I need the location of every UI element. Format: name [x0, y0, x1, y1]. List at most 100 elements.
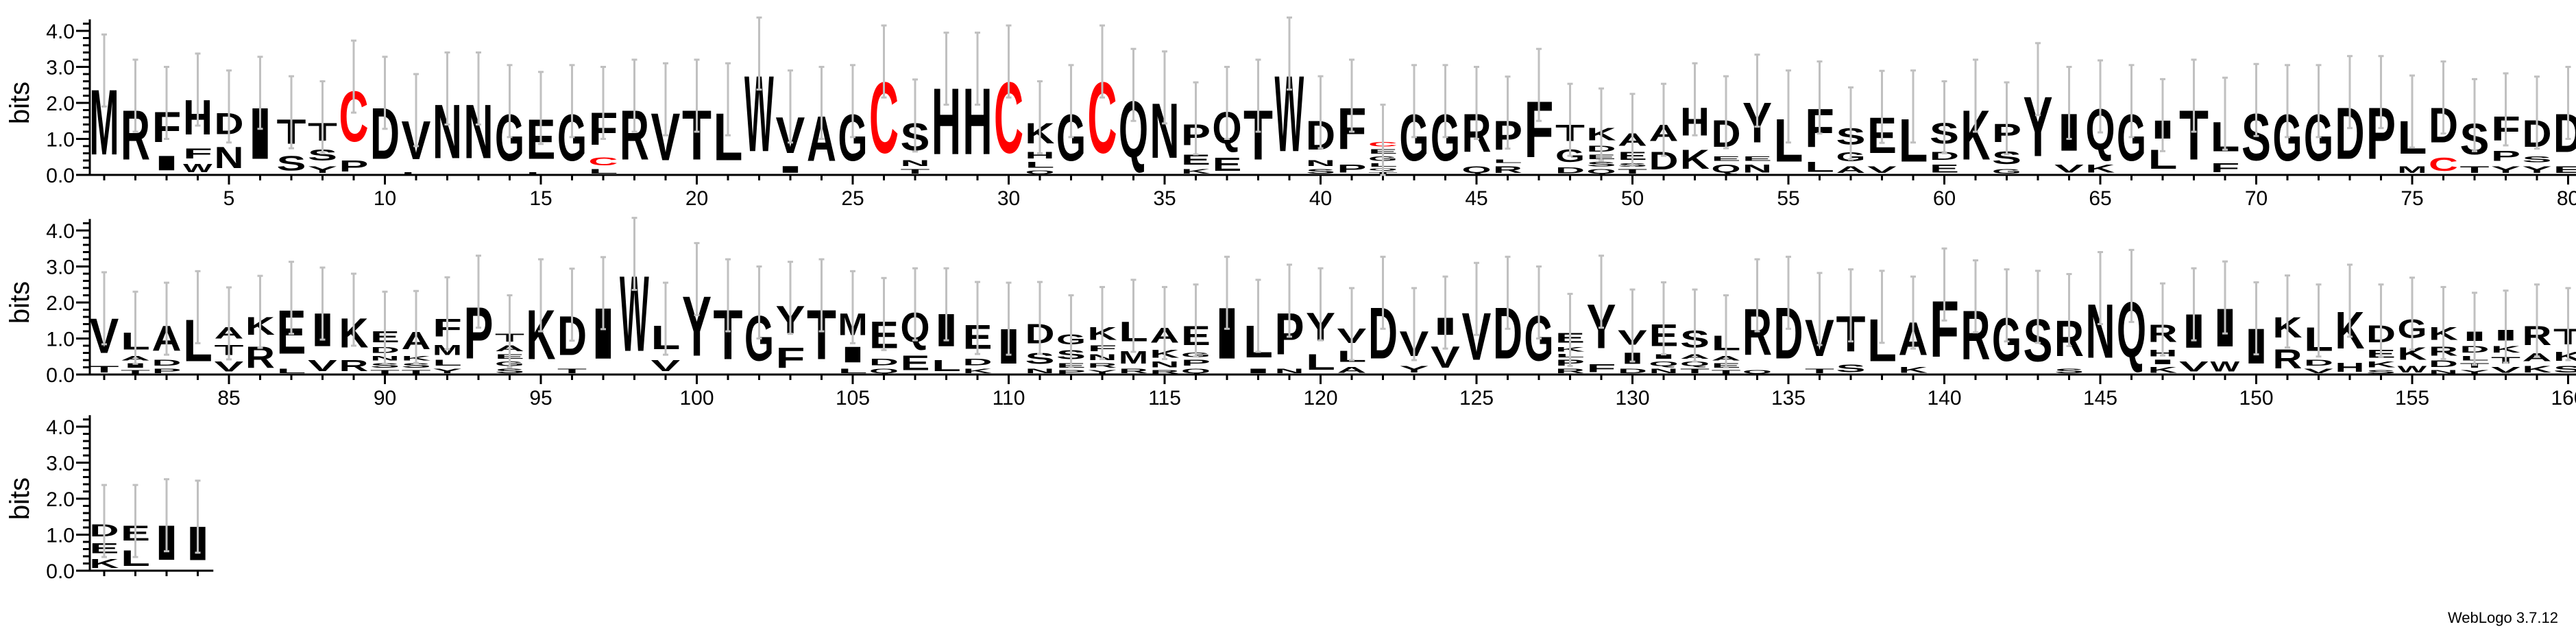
logo-letter: Q — [1742, 369, 1772, 375]
x-tick-label: 50 — [1621, 187, 1644, 210]
logo-stack: G — [2273, 64, 2302, 175]
error-bar — [631, 58, 637, 133]
logo-stack: DA — [1649, 82, 1679, 175]
error-bar — [2128, 64, 2135, 139]
logo-letter: I — [1649, 353, 1679, 360]
logo-stack: H — [963, 32, 992, 174]
logo-stack: RPLKE — [1555, 292, 1585, 375]
error-bar — [1786, 255, 1791, 330]
x-tick-label: 140 — [1927, 387, 1961, 410]
error-bar — [2378, 283, 2384, 358]
logo-row: 0.01.02.03.04.0bitsTVTIALPDAL85VTARKLEVI… — [5, 217, 2576, 410]
logo-stack: I — [589, 256, 618, 375]
logo-letter: K — [1181, 168, 1211, 176]
logo-stack: ST — [1836, 268, 1865, 375]
error-bar — [694, 58, 700, 133]
error-bar — [2440, 285, 2446, 360]
y-axis-label: bits — [5, 477, 35, 520]
logo-stack: DIV — [1618, 288, 1647, 375]
error-bar — [101, 271, 107, 346]
logo-stack: P — [2366, 55, 2396, 174]
logo-letter: F — [2211, 161, 2240, 175]
logo-letter: C — [589, 155, 618, 167]
error-bar — [226, 286, 232, 361]
error-bar — [289, 261, 294, 335]
logo-letter: Q — [1649, 360, 1679, 367]
logo-stack: L — [1867, 270, 1897, 374]
logo-letter: T — [402, 369, 431, 375]
logo-stack: VI — [1431, 275, 1460, 375]
error-bar — [226, 69, 232, 144]
logo-stack: LI — [2148, 78, 2177, 175]
logo-stack: R — [1961, 259, 1990, 375]
x-tick-label: 105 — [836, 387, 870, 410]
logo-letter: L — [838, 368, 868, 375]
error-bar — [2035, 42, 2041, 117]
logo-stack: S — [2241, 62, 2271, 175]
logo-letter: E — [1930, 162, 1959, 174]
logo-letter: S — [277, 151, 306, 174]
logo-stack: W — [620, 217, 649, 374]
logo-letter: N — [1275, 368, 1304, 375]
logo-stack: SR — [2054, 273, 2084, 375]
error-bar — [1661, 82, 1666, 157]
logo-stack: G — [557, 64, 587, 175]
logo-letter: P — [2491, 148, 2520, 164]
logo-letter: L — [1306, 349, 1335, 375]
logo-letter: M — [433, 342, 462, 359]
logo-stack: NEY — [1742, 54, 1772, 175]
logo-stack: N — [1150, 50, 1180, 175]
error-bar — [351, 272, 356, 347]
error-bar — [1474, 66, 1479, 140]
logo-letter: I — [838, 342, 868, 368]
error-bar — [2285, 64, 2290, 139]
error-bar — [507, 294, 513, 368]
logo-letter: R — [1493, 165, 1522, 176]
logo-stack: RK — [339, 272, 368, 375]
logo-stack: M — [90, 33, 119, 174]
logo-stack: I — [1213, 255, 1241, 375]
logo-letter: V — [2179, 359, 2209, 375]
logo-stack: D — [1493, 255, 1522, 375]
logo-letter: R — [1555, 368, 1585, 375]
error-bar — [101, 484, 107, 558]
error-bar — [2035, 270, 2041, 344]
x-tick-label: 30 — [997, 187, 1020, 210]
logo-letter: R — [1088, 362, 1117, 370]
error-bar — [195, 479, 201, 554]
y-tick-label: 2.0 — [46, 488, 75, 511]
logo-letter: K — [2523, 364, 2552, 375]
logo-stack: TD — [557, 268, 587, 375]
logo-stack: KA — [1899, 275, 1928, 375]
logo-stack: I — [152, 478, 181, 571]
error-bar — [1973, 259, 1978, 334]
logo-stack: Q — [2117, 248, 2146, 375]
error-bar — [1629, 288, 1636, 363]
error-bar — [1099, 24, 1105, 99]
error-bar — [1380, 104, 1386, 176]
logo-letter: A — [1836, 165, 1866, 176]
x-tick-label: 95 — [529, 387, 552, 410]
logo-stack: N — [464, 51, 494, 175]
error-bar — [569, 64, 575, 139]
logo-stack: RLP — [1493, 75, 1522, 176]
logo-stack: TSEA — [1618, 93, 1647, 175]
x-tick-label: 55 — [1777, 187, 1799, 210]
logo-stack: LY — [1306, 267, 1335, 375]
y-tick-label: 1.0 — [46, 525, 75, 547]
logo-stack: QPGE — [1181, 283, 1211, 375]
logo-letter: L — [1025, 161, 1055, 169]
logo-stack: TV — [1805, 272, 1834, 375]
y-tick-label: 1.0 — [46, 329, 75, 351]
logo-stack: KH — [1680, 62, 1710, 175]
x-tick-label: 75 — [2401, 187, 2423, 210]
y-tick-label: 0.0 — [46, 165, 75, 187]
x-tick-label: 70 — [2245, 187, 2268, 210]
error-bar — [1754, 54, 1760, 128]
logo-stack: T — [2179, 58, 2209, 175]
logo-letter: L — [1805, 159, 1834, 176]
error-bar — [1599, 87, 1604, 162]
